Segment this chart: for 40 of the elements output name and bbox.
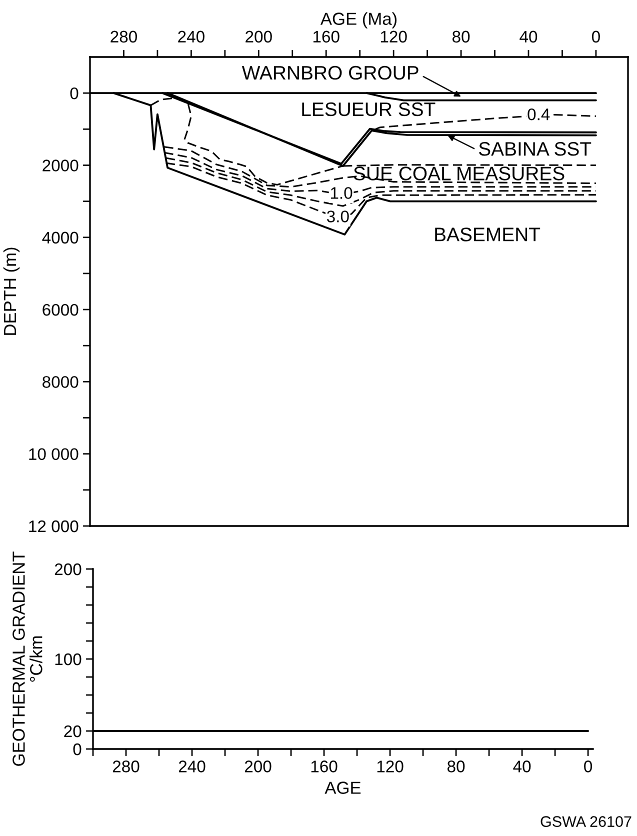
text: GSWA 26107 (540, 816, 632, 827)
x-tick-label: 120 (377, 760, 404, 772)
y-tick-label: 100 (55, 653, 82, 666)
annotation: WARNBRO GROUP (242, 66, 418, 80)
x-axis-title: AGE (324, 782, 361, 794)
x-tick-label: 0 (592, 30, 600, 43)
annotation: 0.4 (528, 108, 550, 120)
y-tick-label: 6000 (42, 304, 78, 316)
y-axis-title: GEOTHERMAL GRADIENT °C/km (12, 552, 42, 766)
y-tick-label: 200 (54, 563, 82, 576)
x-tick-label: 200 (246, 30, 272, 43)
y-tick-label: 8000 (42, 376, 78, 388)
y-tick-label: 0 (70, 87, 78, 100)
y-tick-label: 20 (64, 725, 82, 738)
x-tick-label: 240 (178, 760, 206, 772)
y-tick-label: 4000 (42, 232, 78, 244)
annotation: BASEMENT (435, 228, 540, 242)
annotation: SABINA SST (478, 142, 592, 156)
x-tick-label: 240 (178, 30, 204, 43)
x-axis-title: AGE (Ma) (320, 12, 397, 28)
y-tick-label: 10 000 (29, 448, 78, 460)
annotation: SUE COAL MEASURES (354, 166, 564, 180)
x-tick-label: 160 (313, 30, 340, 43)
x-tick-label: 200 (244, 760, 272, 772)
x-tick-label: 40 (520, 30, 538, 43)
x-tick-label: 80 (447, 760, 465, 772)
x-tick-label: 120 (380, 30, 407, 43)
annotation: 1.0 (330, 187, 352, 199)
x-tick-label: 160 (311, 760, 338, 772)
annotation: LESUEUR SST (302, 102, 436, 116)
x-tick-label: 280 (110, 30, 137, 43)
x-tick-label: 0 (584, 760, 592, 772)
x-tick-label: 40 (513, 760, 531, 772)
y-axis-title: DEPTH (m) (3, 248, 20, 335)
x-tick-label: 280 (112, 760, 140, 772)
y-tick-label: 2000 (42, 160, 78, 172)
y-tick-label: 0 (73, 743, 82, 756)
annotation: 3.0 (326, 210, 349, 222)
x-tick-label: 80 (452, 30, 470, 43)
y-tick-label: 12 000 (29, 520, 78, 532)
